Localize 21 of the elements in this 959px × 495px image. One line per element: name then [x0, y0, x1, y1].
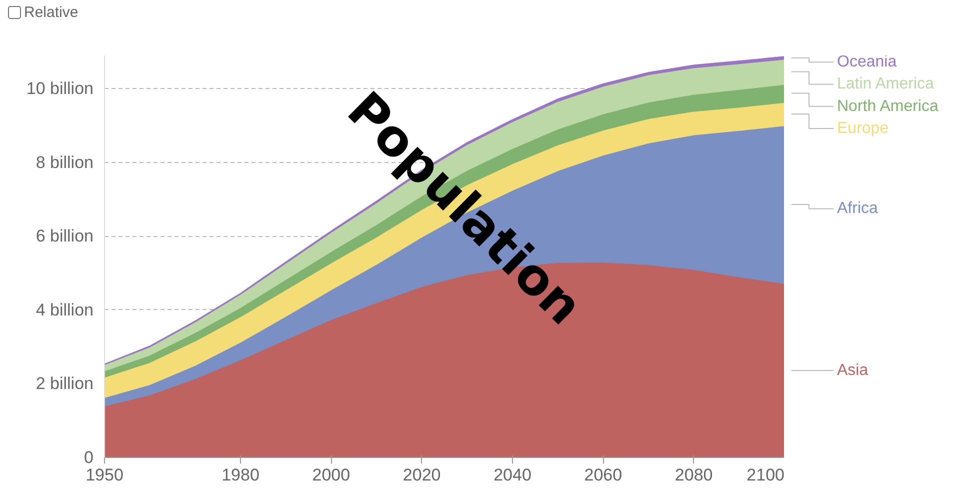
- text: Relative: [24, 4, 78, 21]
- x-tick-label: 2000: [312, 466, 350, 485]
- text: Africa: [837, 200, 878, 218]
- text: Asia: [837, 362, 868, 380]
- y-tick-label: 0: [84, 448, 94, 468]
- y-tick-label: 4 billion: [36, 300, 94, 320]
- y-tick-label: 2 billion: [36, 374, 94, 394]
- x-tick-label: 2040: [494, 466, 532, 485]
- text: Europe: [837, 120, 889, 138]
- x-tick-label: 2080: [674, 466, 713, 485]
- text: Oceania: [837, 54, 897, 72]
- x-tick-label: 2100: [746, 466, 785, 485]
- text: Latin America: [837, 76, 934, 94]
- y-tick-label: 6 billion: [36, 227, 94, 246]
- y-tick-label: 8 billion: [36, 153, 94, 172]
- x-tick-label: 1950: [86, 466, 124, 485]
- text: North America: [837, 98, 938, 116]
- x-tick-label: 1980: [222, 466, 260, 485]
- x-tick-label: 2020: [402, 466, 441, 485]
- y-tick-label: 10 billion: [26, 80, 94, 99]
- x-tick-label: 2060: [584, 466, 622, 485]
